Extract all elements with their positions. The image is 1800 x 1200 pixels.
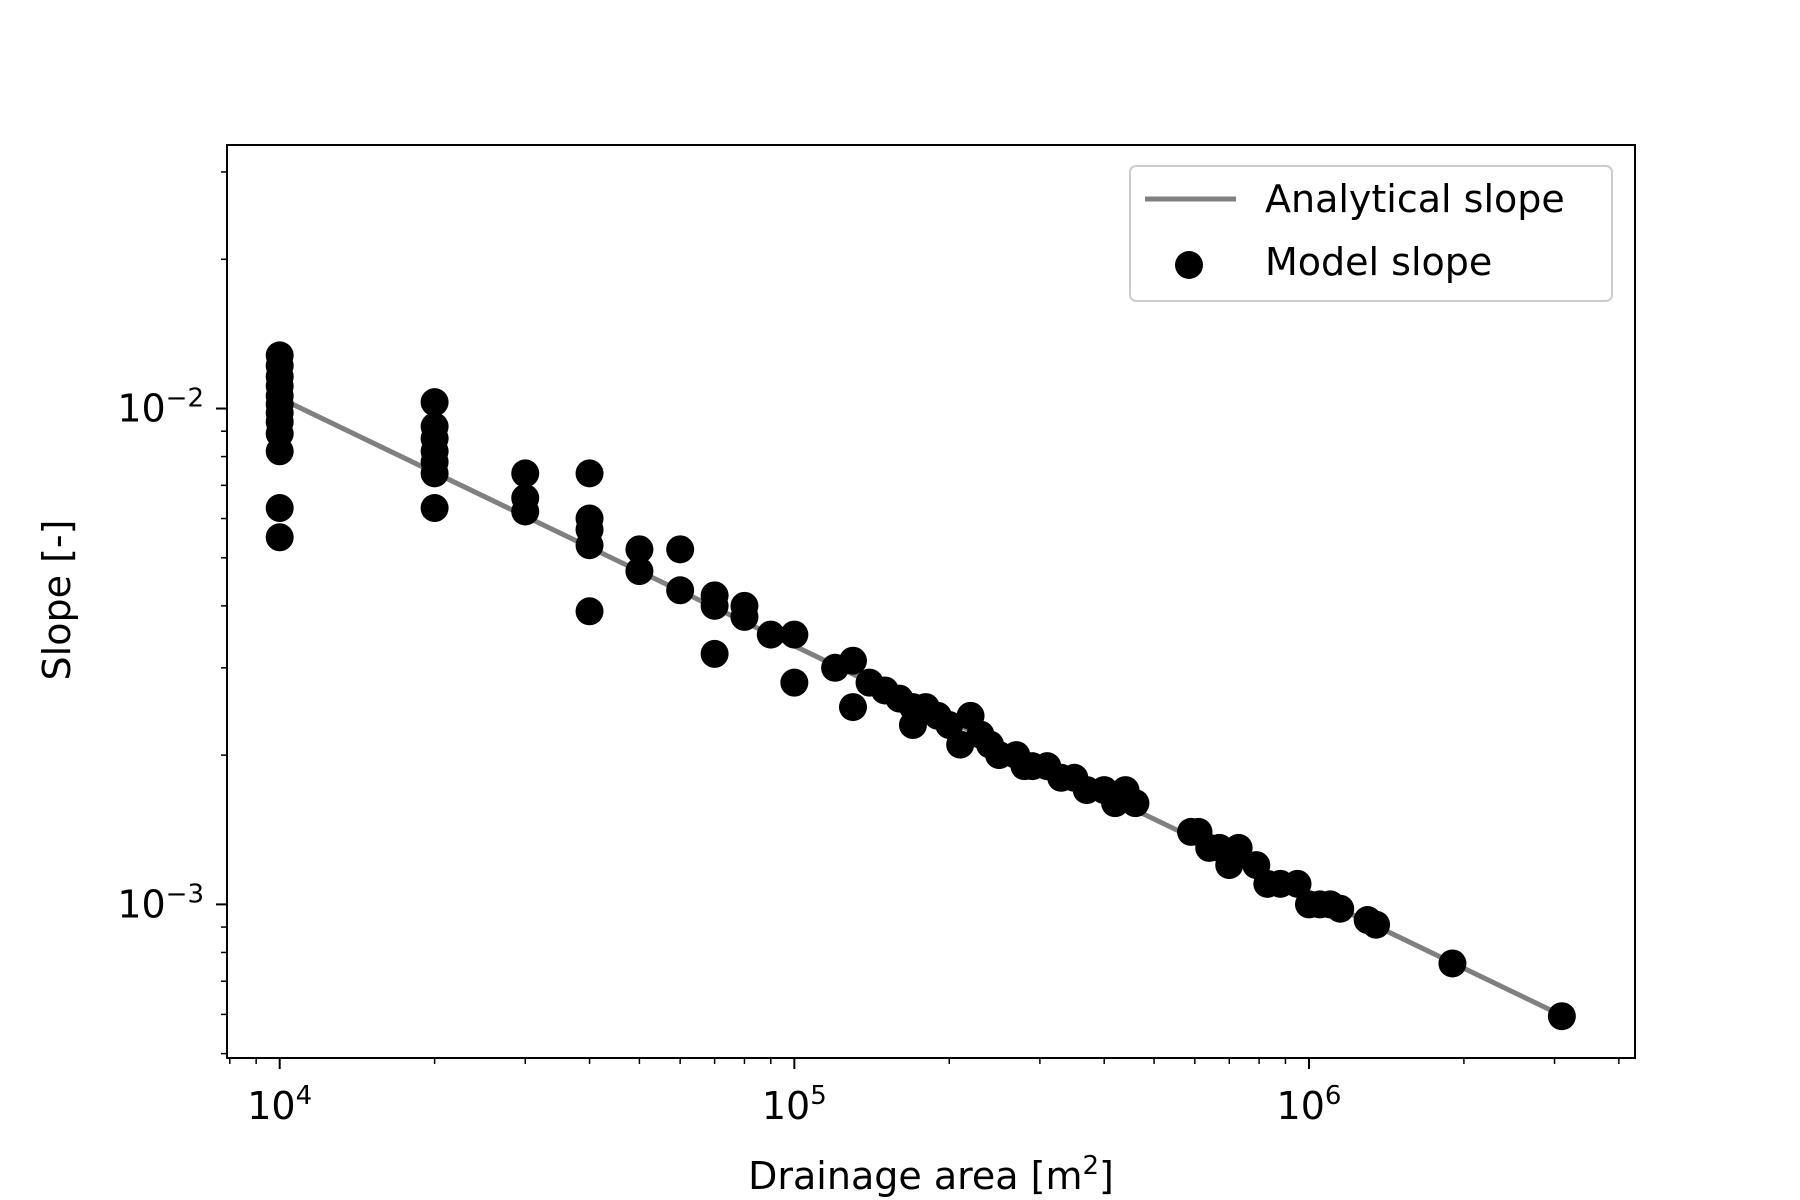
x-axis-ticks: 104 105 106	[229, 1058, 1620, 1128]
model-slope-point	[666, 576, 695, 605]
x-tick-label: 106	[1277, 1081, 1342, 1128]
x-tick-label: 104	[247, 1081, 312, 1128]
model-slope-point	[420, 494, 449, 523]
model-slope-point	[265, 523, 294, 552]
plot-area	[265, 341, 1576, 1031]
model-slope-point	[575, 459, 604, 488]
model-slope-point	[575, 597, 604, 626]
model-slope-point	[666, 535, 695, 564]
model-slope-point	[838, 693, 867, 722]
model-slope-point	[780, 620, 809, 649]
model-slope-point	[575, 531, 604, 560]
y-axis-ticks: 10−3 10−2	[117, 171, 227, 1055]
model-slope-point	[780, 668, 809, 697]
model-slope-point	[1224, 833, 1253, 862]
model-slope-point	[420, 459, 449, 488]
model-slope-point	[265, 494, 294, 523]
legend-label-analytical: Analytical slope	[1265, 177, 1565, 221]
model-slope-point	[420, 388, 449, 417]
model-slope-point	[511, 497, 540, 526]
model-slope-point	[1121, 789, 1150, 818]
model-slope-point	[625, 535, 654, 564]
model-slope-point	[511, 459, 540, 488]
model-slope-point	[1547, 1002, 1576, 1031]
y-tick-label: 10−2	[117, 384, 204, 431]
model-slope-point	[1438, 949, 1467, 978]
legend-marker-swatch	[1175, 251, 1203, 279]
model-slope-point	[730, 602, 759, 631]
x-axis-label: Drainage area [m2]	[748, 1151, 1114, 1198]
legend: Analytical slope Model slope	[1129, 165, 1613, 302]
model-slope-point	[700, 591, 729, 620]
model-slope-point	[700, 639, 729, 668]
axes-frame	[226, 144, 1636, 1059]
legend-box	[1129, 165, 1613, 302]
model-slope-point	[838, 646, 867, 675]
model-slope-point	[1326, 894, 1355, 923]
model-slope-point	[1362, 910, 1391, 939]
model-slope-point	[265, 437, 294, 466]
model-slope-point	[625, 557, 654, 586]
model-slope-point	[1283, 869, 1312, 898]
x-tick-label: 105	[762, 1081, 827, 1128]
model-slope-point	[756, 620, 785, 649]
y-tick-label: 10−3	[117, 879, 204, 926]
y-axis-label: Slope [-]	[35, 520, 79, 681]
legend-label-model: Model slope	[1265, 240, 1492, 284]
